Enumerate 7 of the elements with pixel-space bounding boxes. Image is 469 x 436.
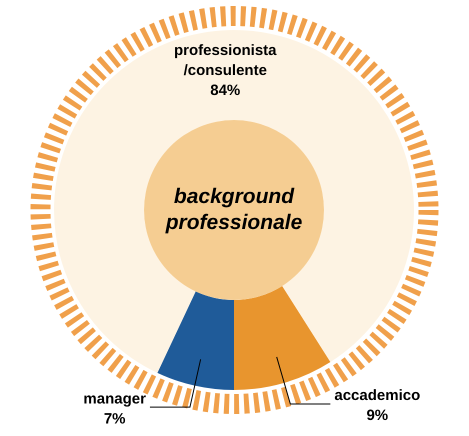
data-label: 9% (366, 407, 388, 424)
text: background professionale (164, 184, 303, 234)
slice-label: accademico (334, 387, 420, 404)
slice-label: manager (83, 390, 146, 408)
slice-label: professionista /consulente (174, 42, 278, 79)
data-label: 7% (104, 410, 126, 428)
data-label: 84% (210, 82, 240, 99)
